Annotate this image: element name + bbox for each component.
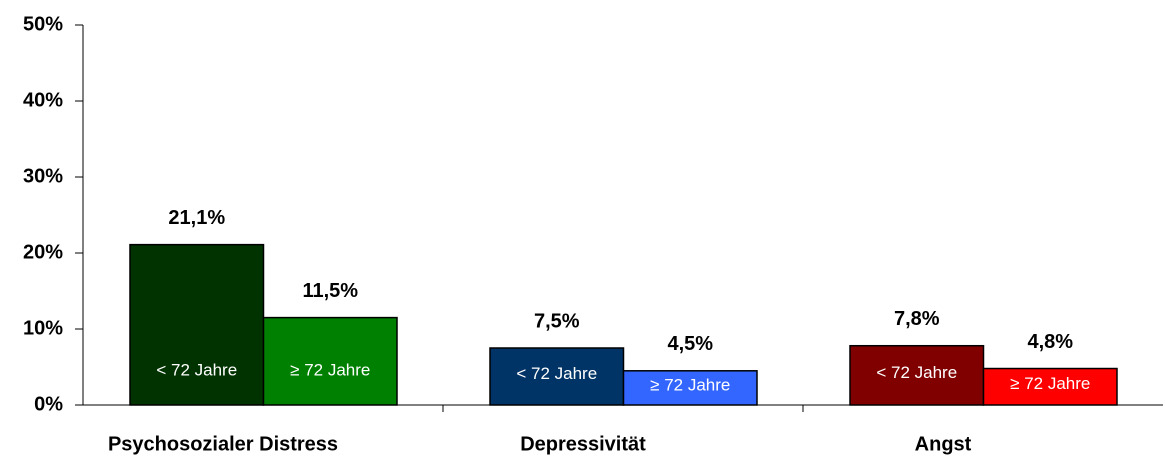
bar-series-label: < 72 Jahre	[876, 363, 957, 382]
y-tick-label: 20%	[23, 241, 63, 263]
bar	[622, 370, 758, 406]
value-label: 21,1%	[168, 207, 225, 229]
value-label: 7,8%	[894, 308, 940, 330]
bar	[982, 367, 1118, 406]
bar-series-label: < 72 Jahre	[156, 360, 237, 379]
y-tick-label: 50%	[23, 13, 63, 35]
bar-series-label: < 72 Jahre	[516, 364, 597, 383]
x-tick-label: Psychosozialer Distress	[108, 433, 338, 455]
x-tick-label: Depressivität	[520, 433, 646, 455]
y-tick-label: 10%	[23, 317, 63, 339]
x-tick-label: Angst	[915, 433, 972, 455]
value-label: 11,5%	[302, 280, 358, 302]
y-tick-label: 30%	[23, 165, 63, 187]
bar-series-label: ≥ 72 Jahre	[650, 375, 730, 394]
bar	[849, 344, 985, 406]
bar-series-label: ≥ 72 Jahre	[290, 360, 370, 379]
bar	[129, 243, 265, 406]
bar-series-label: ≥ 72 Jahre	[1010, 374, 1090, 393]
value-label: 4,5%	[667, 333, 713, 355]
value-label: 4,8%	[1027, 331, 1073, 353]
bar	[262, 316, 398, 406]
bar	[489, 347, 625, 406]
y-tick-label: 0%	[34, 393, 63, 415]
y-tick-label: 40%	[23, 89, 63, 111]
value-label: 7,5%	[534, 310, 580, 332]
